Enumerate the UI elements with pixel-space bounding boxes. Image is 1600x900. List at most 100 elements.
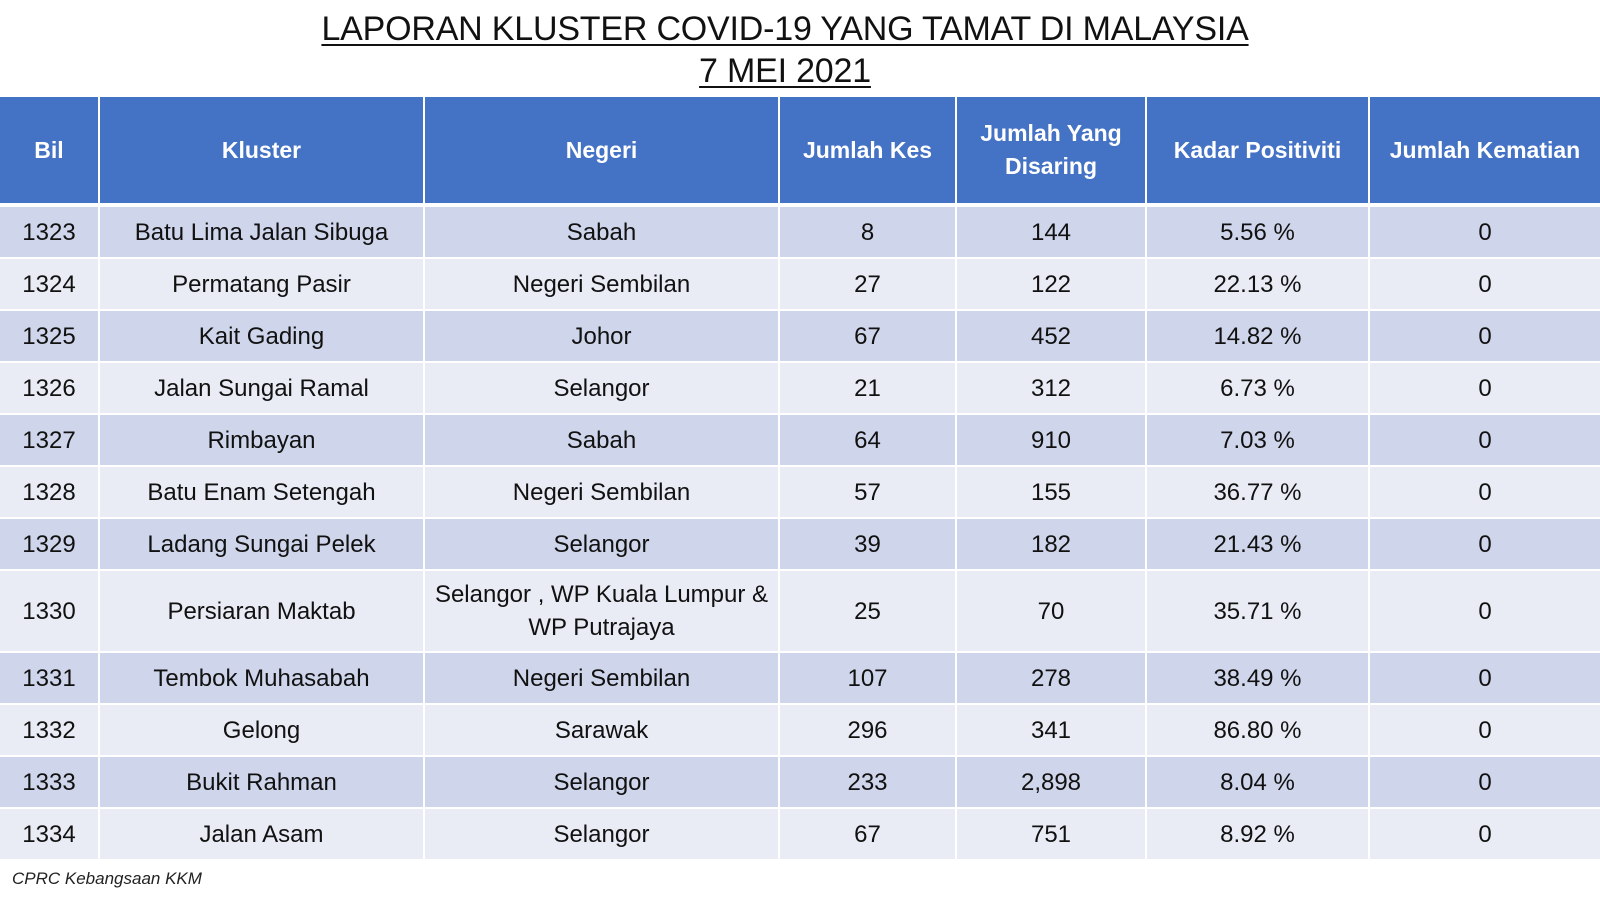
cell-jumlah-kes: 67 [780,809,957,861]
cell-kluster: Ladang Sungai Pelek [100,519,425,571]
cell-kadar-positiviti: 38.49 % [1147,653,1370,705]
cell-jumlah-kes: 8 [780,207,957,259]
cell-negeri: Selangor [425,809,780,861]
cell-jumlah-kes: 57 [780,467,957,519]
cell-bil: 1324 [0,259,100,311]
cell-jumlah-disaring: 341 [957,705,1147,757]
table-row: 1327 Rimbayan Sabah 64 910 7.03 % 0 [0,415,1600,467]
table-row: 1324 Permatang Pasir Negeri Sembilan 27 … [0,259,1600,311]
cell-negeri: Selangor [425,519,780,571]
header-negeri: Negeri [425,97,780,207]
cell-jumlah-disaring: 70 [957,571,1147,653]
table-row: 1325 Kait Gading Johor 67 452 14.82 % 0 [0,311,1600,363]
cell-negeri: Johor [425,311,780,363]
table-header-row: Bil Kluster Negeri Jumlah Kes Jumlah Yan… [0,97,1600,207]
cell-kadar-positiviti: 8.04 % [1147,757,1370,809]
cell-kluster: Tembok Muhasabah [100,653,425,705]
cell-kluster: Rimbayan [100,415,425,467]
cell-negeri: Selangor [425,363,780,415]
cluster-table: Bil Kluster Negeri Jumlah Kes Jumlah Yan… [0,97,1600,861]
cell-jumlah-disaring: 144 [957,207,1147,259]
cell-kadar-positiviti: 8.92 % [1147,809,1370,861]
cell-kadar-positiviti: 6.73 % [1147,363,1370,415]
cell-jumlah-kematian: 0 [1370,653,1600,705]
cell-bil: 1323 [0,207,100,259]
cell-negeri: Negeri Sembilan [425,259,780,311]
cell-jumlah-kes: 296 [780,705,957,757]
cell-negeri: Selangor [425,757,780,809]
cell-kluster: Permatang Pasir [100,259,425,311]
cell-jumlah-kes: 39 [780,519,957,571]
cell-negeri: Negeri Sembilan [425,653,780,705]
cell-jumlah-disaring: 2,898 [957,757,1147,809]
cell-kadar-positiviti: 35.71 % [1147,571,1370,653]
cell-kluster: Kait Gading [100,311,425,363]
cell-bil: 1328 [0,467,100,519]
title-line-1: LAPORAN KLUSTER COVID-19 YANG TAMAT DI M… [321,10,1249,48]
table-row: 1332 Gelong Sarawak 296 341 86.80 % 0 [0,705,1600,757]
table-row: 1330 Persiaran Maktab Selangor , WP Kual… [0,571,1600,653]
cell-jumlah-kematian: 0 [1370,259,1600,311]
cell-kadar-positiviti: 7.03 % [1147,415,1370,467]
table-row: 1333 Bukit Rahman Selangor 233 2,898 8.0… [0,757,1600,809]
cell-negeri: Negeri Sembilan [425,467,780,519]
table-row: 1331 Tembok Muhasabah Negeri Sembilan 10… [0,653,1600,705]
table-row: 1334 Jalan Asam Selangor 67 751 8.92 % 0 [0,809,1600,861]
cell-jumlah-disaring: 910 [957,415,1147,467]
cell-bil: 1326 [0,363,100,415]
cell-jumlah-disaring: 182 [957,519,1147,571]
cell-jumlah-kes: 107 [780,653,957,705]
cell-kadar-positiviti: 21.43 % [1147,519,1370,571]
header-kadar-positiviti: Kadar Positiviti [1147,97,1370,207]
cell-bil: 1329 [0,519,100,571]
cell-jumlah-disaring: 312 [957,363,1147,415]
table-row: 1323 Batu Lima Jalan Sibuga Sabah 8 144 … [0,207,1600,259]
cell-negeri: Sarawak [425,705,780,757]
cell-jumlah-kematian: 0 [1370,311,1600,363]
cell-jumlah-kes: 233 [780,757,957,809]
header-jumlah-kematian: Jumlah Kematian [1370,97,1600,207]
cell-jumlah-kematian: 0 [1370,519,1600,571]
cell-negeri: Sabah [425,207,780,259]
cell-kluster: Bukit Rahman [100,757,425,809]
cell-jumlah-kematian: 0 [1370,571,1600,653]
cell-kluster: Jalan Sungai Ramal [100,363,425,415]
cell-kluster: Batu Lima Jalan Sibuga [100,207,425,259]
cell-negeri: Selangor , WP Kuala Lumpur & WP Putrajay… [425,571,780,653]
table-row: 1328 Batu Enam Setengah Negeri Sembilan … [0,467,1600,519]
cell-jumlah-kes: 21 [780,363,957,415]
cell-bil: 1325 [0,311,100,363]
header-kluster: Kluster [100,97,425,207]
cell-jumlah-kematian: 0 [1370,809,1600,861]
cell-kadar-positiviti: 14.82 % [1147,311,1370,363]
header-bil: Bil [0,97,100,207]
cell-kadar-positiviti: 5.56 % [1147,207,1370,259]
header-jumlah-disaring: Jumlah Yang Disaring [957,97,1147,207]
cell-bil: 1332 [0,705,100,757]
cell-negeri: Sabah [425,415,780,467]
cell-bil: 1330 [0,571,100,653]
cell-jumlah-disaring: 751 [957,809,1147,861]
source-footnote: CPRC Kebangsaan KKM [12,869,202,888]
header-jumlah-kes: Jumlah Kes [780,97,957,207]
cell-jumlah-kematian: 0 [1370,705,1600,757]
cell-kadar-positiviti: 86.80 % [1147,705,1370,757]
cell-jumlah-kematian: 0 [1370,467,1600,519]
cell-jumlah-kes: 67 [780,311,957,363]
cell-kluster: Persiaran Maktab [100,571,425,653]
report-title: LAPORAN KLUSTER COVID-19 YANG TAMAT DI M… [0,8,1570,92]
cell-jumlah-kematian: 0 [1370,757,1600,809]
cell-jumlah-disaring: 278 [957,653,1147,705]
cell-bil: 1331 [0,653,100,705]
cell-kluster: Gelong [100,705,425,757]
cell-kluster: Jalan Asam [100,809,425,861]
cell-jumlah-kes: 64 [780,415,957,467]
cell-jumlah-kematian: 0 [1370,363,1600,415]
cell-jumlah-disaring: 452 [957,311,1147,363]
table-row: 1329 Ladang Sungai Pelek Selangor 39 182… [0,519,1600,571]
cell-jumlah-kes: 27 [780,259,957,311]
cell-jumlah-disaring: 122 [957,259,1147,311]
cell-jumlah-kematian: 0 [1370,207,1600,259]
cell-kadar-positiviti: 36.77 % [1147,467,1370,519]
